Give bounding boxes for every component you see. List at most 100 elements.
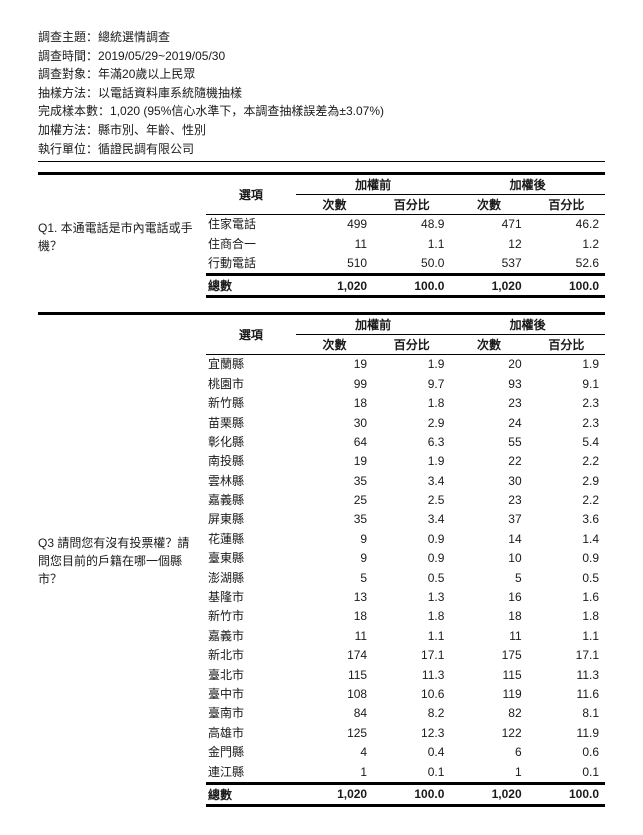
q1-block: Q1. 本通電話是市內電話或手機？ 選項 加權前 加權後 次數 百分比 次數 百… bbox=[38, 172, 605, 298]
q1-hdr-option: 選項 bbox=[206, 175, 296, 215]
row-before-n: 25 bbox=[296, 491, 373, 510]
row-before-n: 30 bbox=[296, 414, 373, 433]
meta-time: 調查時間：2019/05/29~2019/05/30 bbox=[38, 47, 605, 66]
row-after-n: 37 bbox=[450, 510, 527, 529]
row-after-p: 1.2 bbox=[528, 235, 605, 254]
row-before-p: 17.1 bbox=[373, 646, 450, 665]
table-row: 雲林縣353.4302.9 bbox=[206, 472, 605, 491]
table-row: 臺東縣90.9100.9 bbox=[206, 549, 605, 568]
row-option: 臺南市 bbox=[206, 704, 296, 723]
row-option: 臺北市 bbox=[206, 666, 296, 685]
table-row: 彰化縣646.3555.4 bbox=[206, 433, 605, 452]
q1-total-an: 1,020 bbox=[450, 275, 527, 297]
row-after-p: 11.3 bbox=[528, 666, 605, 685]
q1-hdr-before-p: 百分比 bbox=[373, 195, 450, 215]
row-option: 高雄市 bbox=[206, 724, 296, 743]
row-after-n: 115 bbox=[450, 666, 527, 685]
row-before-n: 11 bbox=[296, 627, 373, 646]
q3-hdr-before-p: 百分比 bbox=[373, 335, 450, 355]
row-after-n: 30 bbox=[450, 472, 527, 491]
row-option: 金門縣 bbox=[206, 743, 296, 762]
meta-weight-label: 加權方法： bbox=[38, 123, 98, 137]
row-after-p: 2.2 bbox=[528, 491, 605, 510]
row-before-n: 125 bbox=[296, 724, 373, 743]
q1-question: Q1. 本通電話是市內電話或手機？ bbox=[38, 175, 206, 298]
row-option: 嘉義縣 bbox=[206, 491, 296, 510]
row-before-n: 35 bbox=[296, 472, 373, 491]
q1-hdr-after: 加權後 bbox=[450, 175, 605, 195]
row-after-p: 1.6 bbox=[528, 588, 605, 607]
q1-total-bn: 1,020 bbox=[296, 275, 373, 297]
row-before-n: 499 bbox=[296, 215, 373, 235]
q3-total-bn: 1,020 bbox=[296, 783, 373, 805]
q3-hdr-after: 加權後 bbox=[450, 315, 605, 335]
row-after-p: 2.9 bbox=[528, 472, 605, 491]
row-option: 臺中市 bbox=[206, 685, 296, 704]
meta-target: 調查對象：年滿20歲以上民眾 bbox=[38, 65, 605, 84]
meta-sample-value: 以電話資料庫系統隨機抽樣 bbox=[98, 86, 242, 100]
table-row: 屏東縣353.4373.6 bbox=[206, 510, 605, 529]
row-option: 基隆市 bbox=[206, 588, 296, 607]
row-option: 行動電話 bbox=[206, 254, 296, 275]
row-after-n: 55 bbox=[450, 433, 527, 452]
row-option: 連江縣 bbox=[206, 763, 296, 784]
row-before-n: 510 bbox=[296, 254, 373, 275]
survey-metadata: 調查主題：總統選情調查 調查時間：2019/05/29~2019/05/30 調… bbox=[38, 28, 605, 162]
row-after-n: 1 bbox=[450, 763, 527, 784]
meta-subject-value: 總統選情調查 bbox=[98, 30, 170, 44]
row-after-n: 122 bbox=[450, 724, 527, 743]
meta-exec-label: 執行單位： bbox=[38, 142, 98, 156]
row-before-p: 2.5 bbox=[373, 491, 450, 510]
row-after-n: 14 bbox=[450, 530, 527, 549]
row-after-p: 2.2 bbox=[528, 452, 605, 471]
row-before-n: 35 bbox=[296, 510, 373, 529]
row-before-p: 8.2 bbox=[373, 704, 450, 723]
row-before-p: 6.3 bbox=[373, 433, 450, 452]
row-after-n: 5 bbox=[450, 569, 527, 588]
table-row: 行動電話51050.053752.6 bbox=[206, 254, 605, 275]
row-option: 彰化縣 bbox=[206, 433, 296, 452]
row-option: 南投縣 bbox=[206, 452, 296, 471]
row-before-p: 1.1 bbox=[373, 627, 450, 646]
row-after-n: 6 bbox=[450, 743, 527, 762]
row-after-p: 0.9 bbox=[528, 549, 605, 568]
q3-block: Q3 請問您有沒有投票權？請問您目前的戶籍在哪一個縣市？ 選項 加權前 加權後 … bbox=[38, 312, 605, 807]
row-before-p: 48.9 bbox=[373, 215, 450, 235]
row-after-n: 24 bbox=[450, 414, 527, 433]
table-row: 高雄市12512.312211.9 bbox=[206, 724, 605, 743]
row-after-p: 3.6 bbox=[528, 510, 605, 529]
row-before-n: 13 bbox=[296, 588, 373, 607]
row-before-p: 9.7 bbox=[373, 375, 450, 394]
meta-n: 完成樣本數：1,020 (95%信心水準下，本調查抽樣誤差為±3.07%) bbox=[38, 102, 605, 121]
row-after-n: 93 bbox=[450, 375, 527, 394]
table-row: 新竹市181.8181.8 bbox=[206, 607, 605, 626]
row-after-n: 119 bbox=[450, 685, 527, 704]
row-before-n: 115 bbox=[296, 666, 373, 685]
row-option: 臺東縣 bbox=[206, 549, 296, 568]
q3-total-label: 總數 bbox=[206, 783, 296, 805]
row-before-p: 11.3 bbox=[373, 666, 450, 685]
row-after-n: 175 bbox=[450, 646, 527, 665]
row-after-p: 0.6 bbox=[528, 743, 605, 762]
row-option: 桃園市 bbox=[206, 375, 296, 394]
row-option: 澎湖縣 bbox=[206, 569, 296, 588]
row-option: 苗栗縣 bbox=[206, 414, 296, 433]
row-option: 花蓮縣 bbox=[206, 530, 296, 549]
row-option: 新北市 bbox=[206, 646, 296, 665]
row-after-n: 18 bbox=[450, 607, 527, 626]
table-row: 基隆市131.3161.6 bbox=[206, 588, 605, 607]
meta-n-label: 完成樣本數： bbox=[38, 104, 110, 118]
meta-sample-label: 抽樣方法： bbox=[38, 86, 98, 100]
table-row: 住家電話49948.947146.2 bbox=[206, 215, 605, 235]
table-row: 澎湖縣50.550.5 bbox=[206, 569, 605, 588]
meta-time-value: 2019/05/29~2019/05/30 bbox=[98, 49, 225, 63]
row-after-p: 5.4 bbox=[528, 433, 605, 452]
row-before-n: 18 bbox=[296, 607, 373, 626]
row-before-p: 2.9 bbox=[373, 414, 450, 433]
row-before-n: 64 bbox=[296, 433, 373, 452]
row-after-p: 52.6 bbox=[528, 254, 605, 275]
q3-hdr-after-p: 百分比 bbox=[528, 335, 605, 355]
meta-subject: 調查主題：總統選情調查 bbox=[38, 28, 605, 47]
row-after-n: 16 bbox=[450, 588, 527, 607]
row-after-p: 8.1 bbox=[528, 704, 605, 723]
